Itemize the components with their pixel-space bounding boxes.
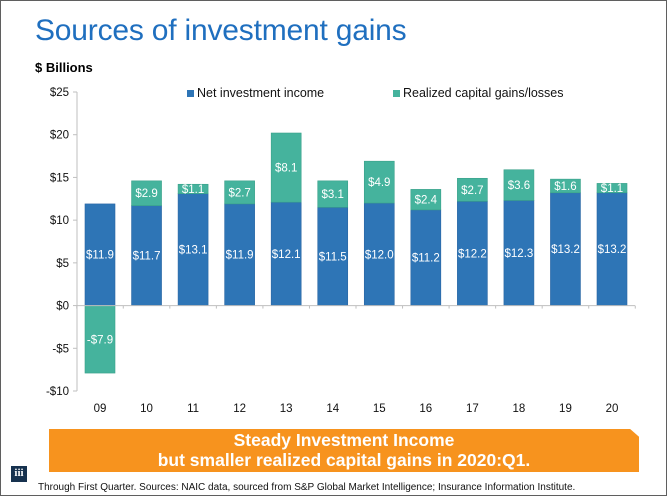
callout-text: Steady Investment Income but smaller rea… [49, 430, 639, 470]
data-label-net-investment-income: $13.2 [598, 244, 627, 256]
callout-banner [49, 429, 639, 472]
data-label-net-investment-income: $11.9 [226, 250, 254, 262]
data-label-realized-capital-gains: $2.9 [135, 188, 157, 200]
x-tick-label: 14 [326, 403, 339, 415]
bar-net-investment-income [410, 209, 442, 306]
data-label-net-investment-income: $11.2 [412, 253, 440, 265]
x-tick-label: 09 [94, 403, 107, 415]
data-label-net-investment-income: $11.7 [133, 251, 161, 263]
data-label-net-investment-income: $12.3 [505, 248, 534, 260]
bar-realized-capital-gains [503, 169, 535, 201]
legend-label-realized-capital-gains: Realized capital gains/losses [403, 86, 564, 100]
data-label-realized-capital-gains: $2.7 [228, 187, 250, 199]
bar-net-investment-income [131, 205, 162, 306]
iii-logo-icon: iii [11, 466, 27, 482]
y-tick-label: $25 [50, 87, 69, 99]
bar-realized-capital-gains [131, 180, 162, 206]
bar-net-investment-income [317, 207, 349, 306]
bar-realized-capital-gains [317, 180, 349, 208]
data-label-realized-capital-gains: $1.1 [601, 183, 623, 195]
x-tick-label: 13 [280, 403, 293, 415]
x-tick-label: 19 [559, 403, 572, 415]
bar-net-investment-income [270, 201, 302, 306]
source-note: Through First Quarter. Sources: NAIC dat… [38, 482, 576, 493]
x-tick-label: 10 [140, 403, 153, 415]
data-label-realized-capital-gains: -$7.9 [87, 334, 113, 346]
x-tick-label: 16 [419, 403, 432, 415]
data-label-net-investment-income: $13.2 [551, 244, 580, 256]
bar-realized-capital-gains [177, 183, 209, 194]
data-label-realized-capital-gains: $4.9 [368, 177, 390, 189]
data-label-realized-capital-gains: $1.1 [182, 184, 204, 196]
data-label-net-investment-income: $12.1 [272, 249, 301, 261]
data-label-net-investment-income: $11.9 [86, 250, 114, 262]
bar-net-investment-income [224, 203, 255, 306]
bar-net-investment-income [550, 192, 581, 306]
data-label-net-investment-income: $11.5 [319, 251, 347, 263]
y-tick-label: $5 [56, 258, 69, 270]
bar-net-investment-income [363, 202, 395, 306]
y-tick-label: $20 [50, 130, 69, 142]
data-label-realized-capital-gains: $2.4 [415, 195, 438, 207]
unit-label: $ Billions [35, 60, 93, 75]
x-tick-label: 15 [373, 403, 386, 415]
bar-realized-capital-gains [550, 178, 581, 194]
data-label-realized-capital-gains: $3.1 [322, 189, 344, 201]
bar-realized-capital-gains [270, 132, 302, 203]
data-label-realized-capital-gains: $2.7 [461, 185, 483, 197]
legend-item-realized-capital-gains: Realized capital gains/losses [393, 86, 564, 100]
bar-net-investment-income [503, 200, 535, 306]
legend-swatch-realized-capital-gains [393, 89, 400, 97]
bar-net-investment-income [177, 193, 209, 306]
bar-realized-capital-gains [596, 183, 628, 194]
bar-net-investment-income [457, 201, 488, 306]
data-label-net-investment-income: $12.2 [458, 248, 487, 260]
x-tick-label: 20 [606, 403, 619, 415]
legend-swatch-net-investment-income [187, 89, 194, 97]
page-title: Sources of investment gains [35, 14, 407, 47]
y-tick-label: $15 [50, 172, 69, 184]
x-tick-label: 18 [513, 403, 526, 415]
y-tick-label: $10 [50, 215, 69, 227]
bar-realized-capital-gains [363, 160, 395, 204]
y-tick-label: -$5 [52, 343, 69, 355]
y-tick-label: $0 [56, 301, 69, 313]
legend-item-net-investment-income: Net investment income [187, 86, 324, 100]
x-tick-label: 12 [233, 403, 246, 415]
bar-net-investment-income [596, 192, 628, 306]
data-label-realized-capital-gains: $8.1 [275, 163, 297, 175]
bar-realized-capital-gains [84, 305, 116, 374]
data-label-net-investment-income: $12.0 [365, 249, 394, 261]
data-label-realized-capital-gains: $1.6 [554, 181, 576, 193]
x-tick-label: 17 [466, 403, 479, 415]
bar-realized-capital-gains [410, 189, 442, 211]
x-tick-label: 11 [187, 403, 199, 415]
y-tick-label: -$10 [46, 386, 69, 398]
legend-label-net-investment-income: Net investment income [197, 86, 325, 100]
bar-realized-capital-gains [457, 177, 488, 202]
data-label-realized-capital-gains: $3.6 [508, 180, 530, 192]
data-label-net-investment-income: $13.1 [179, 245, 208, 257]
callout-line-1: Steady Investment Income [233, 430, 455, 450]
bar-realized-capital-gains [224, 180, 255, 205]
callout-line-2: but smaller realized capital gains in 20… [157, 450, 531, 470]
